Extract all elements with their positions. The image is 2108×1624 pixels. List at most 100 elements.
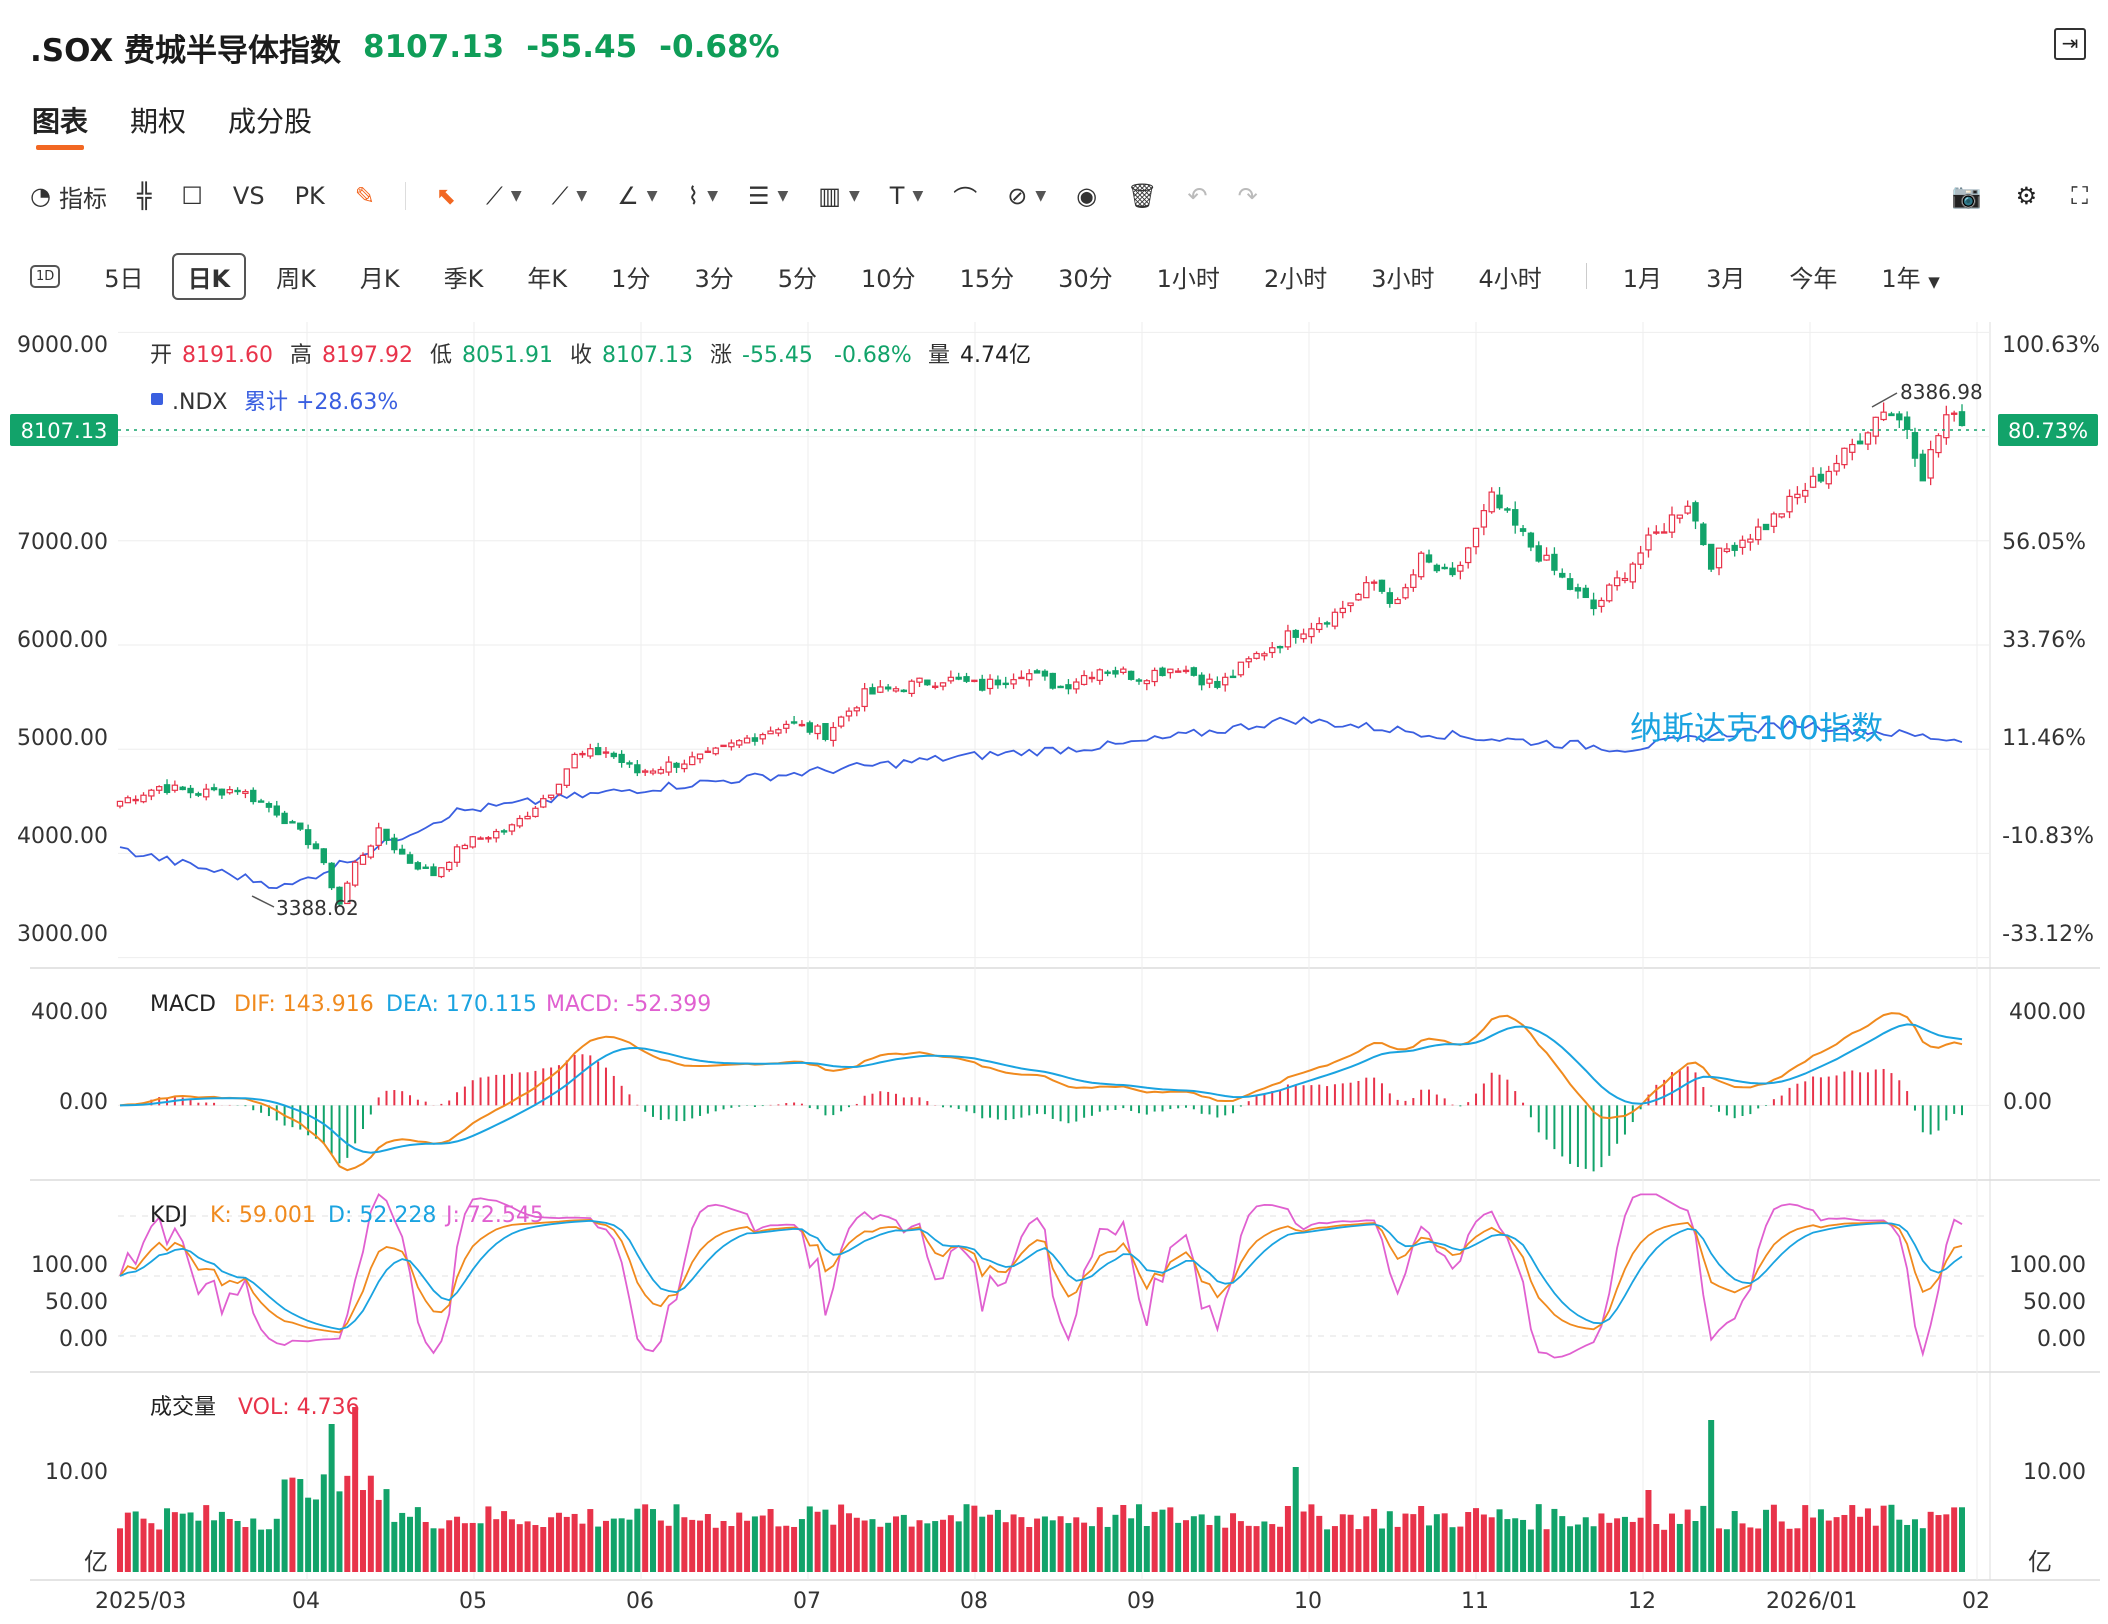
candle-body [203, 788, 210, 798]
macd-series [119, 1012, 1963, 1172]
x-tick-label: 11 [1461, 1589, 1489, 1614]
period-5d[interactable]: 5日 [104, 264, 144, 293]
volume-bar [1026, 1526, 1033, 1572]
candle-body [1668, 514, 1676, 533]
expand-icon[interactable]: ⇥ [2054, 28, 2086, 60]
pct-tick-label: 11.46% [2002, 726, 2086, 751]
fullscreen-icon[interactable]: ⛶ [2071, 182, 2088, 210]
pct-tick-label: -10.83% [2002, 824, 2094, 849]
range-1year[interactable]: 1年 ▼ [1881, 259, 1939, 294]
candle-body [257, 800, 265, 803]
chg-pct-value: -0.68% [834, 343, 912, 368]
undo-button[interactable]: ↶ [1188, 182, 1208, 210]
period-1h[interactable]: 1小时 [1156, 264, 1220, 293]
period-3h[interactable]: 3小时 [1371, 264, 1435, 293]
volume-bar [1825, 1520, 1832, 1572]
volume-bar [932, 1521, 939, 1572]
pk-button[interactable]: PK [294, 182, 325, 210]
x-tick-label: 04 [292, 1589, 320, 1614]
period-5m[interactable]: 5分 [777, 264, 818, 293]
range-3month[interactable]: 3月 [1706, 264, 1746, 293]
candle-body [1237, 661, 1245, 676]
volume-bar [1363, 1516, 1370, 1572]
calendar-1d-icon[interactable]: 1D [30, 264, 61, 288]
period-3m[interactable]: 3分 [694, 264, 734, 293]
rect-button[interactable]: ☐ [181, 182, 203, 210]
tab-options[interactable]: 期权 [130, 105, 187, 138]
indicator-button[interactable]: ◔ 指标 [30, 179, 107, 214]
candle-body [649, 770, 657, 774]
volume-bar [1449, 1527, 1456, 1572]
bar-chart-icon: ▥ [818, 182, 841, 210]
hide-tool[interactable]: ⊘ ▼ [1007, 182, 1046, 210]
volume-bar [399, 1512, 406, 1572]
candle-body [1229, 675, 1237, 679]
period-10m[interactable]: 10分 [861, 264, 916, 293]
candle-body [931, 685, 939, 688]
period-monthly[interactable]: 月K [359, 264, 400, 293]
period-daily[interactable]: 日K [171, 252, 247, 300]
x-tick-label: 02 [1962, 1589, 1990, 1614]
delete-tool[interactable]: 🗑 [1127, 182, 1157, 210]
volume-bar [281, 1479, 288, 1572]
volume-bar [1324, 1529, 1331, 1572]
close-label: 收 [570, 343, 592, 368]
line-tool[interactable]: ⟋ ▼ [486, 182, 522, 210]
period-yearly[interactable]: 年K [527, 264, 568, 293]
candle-body [116, 800, 124, 807]
candle-body [1582, 587, 1589, 599]
angle-tool[interactable]: ∠ ▼ [617, 182, 657, 210]
candle-body [861, 688, 868, 708]
period-15m[interactable]: 15分 [959, 264, 1015, 293]
period-2h[interactable]: 2小时 [1263, 264, 1328, 293]
pen-button[interactable]: ✎ [355, 182, 375, 210]
volume-bar [1911, 1519, 1918, 1572]
candle-body [908, 680, 915, 695]
period-quarterly[interactable]: 季K [443, 264, 484, 293]
eye-tool[interactable]: ◉ [1076, 182, 1097, 210]
volume-bar [359, 1490, 366, 1572]
period-4h[interactable]: 4小时 [1478, 264, 1542, 293]
candle-body [1441, 566, 1448, 570]
period-30m[interactable]: 30分 [1058, 264, 1113, 293]
range-1month[interactable]: 1月 [1622, 264, 1663, 293]
volume-bar [900, 1514, 907, 1572]
bar-tool[interactable]: ▥ ▼ [818, 182, 859, 210]
x-tick-label: 06 [626, 1589, 654, 1614]
candle-body [1276, 645, 1284, 649]
candle-body [1026, 673, 1033, 681]
wave-tool[interactable]: ⌇ ▼ [688, 182, 719, 210]
candle-body [1488, 491, 1495, 513]
tab-constituents[interactable]: 成分股 [228, 105, 313, 138]
candle-body [759, 734, 766, 740]
candle-body [148, 789, 155, 797]
wave-icon: ⌇ [687, 182, 700, 210]
period-weekly[interactable]: 周K [276, 264, 316, 293]
camera-icon[interactable]: 📷 [1951, 182, 1982, 210]
kdj-legend-d: D: 52.228 [328, 1203, 436, 1228]
volume-bar [540, 1527, 547, 1572]
vs-button[interactable]: VS [232, 182, 265, 210]
volume-bar [924, 1523, 931, 1572]
fib-tool[interactable]: ☰ ▼ [748, 182, 788, 210]
volume-bar [1034, 1518, 1041, 1572]
volume-bar [861, 1520, 868, 1572]
text-tool[interactable]: T ▼ [890, 182, 923, 210]
redo-button[interactable]: ↷ [1238, 182, 1258, 210]
range-ytd[interactable]: 今年 [1789, 264, 1838, 293]
volume-bar [1175, 1522, 1182, 1572]
ray-tool[interactable]: ⟋ ▼ [552, 182, 588, 210]
period-selector: 1D 5日 日K 周K 月K 季K 年K 1分 3分 5分 10分 15分 30… [30, 252, 2088, 300]
cursor-button[interactable]: ⬉ [436, 182, 456, 210]
candle-body [1112, 670, 1119, 675]
volume-bar [1864, 1508, 1871, 1572]
period-1m[interactable]: 1分 [611, 264, 651, 293]
candle-type-button[interactable]: ╬ [137, 182, 151, 210]
candle-body [1300, 633, 1307, 640]
candle-body [1417, 552, 1425, 578]
gear-icon[interactable]: ⚙ [2015, 182, 2038, 210]
ndx-series [119, 716, 1963, 890]
magnet-tool[interactable]: ⌒ [953, 179, 977, 214]
tab-chart[interactable]: 图表 [32, 100, 88, 150]
